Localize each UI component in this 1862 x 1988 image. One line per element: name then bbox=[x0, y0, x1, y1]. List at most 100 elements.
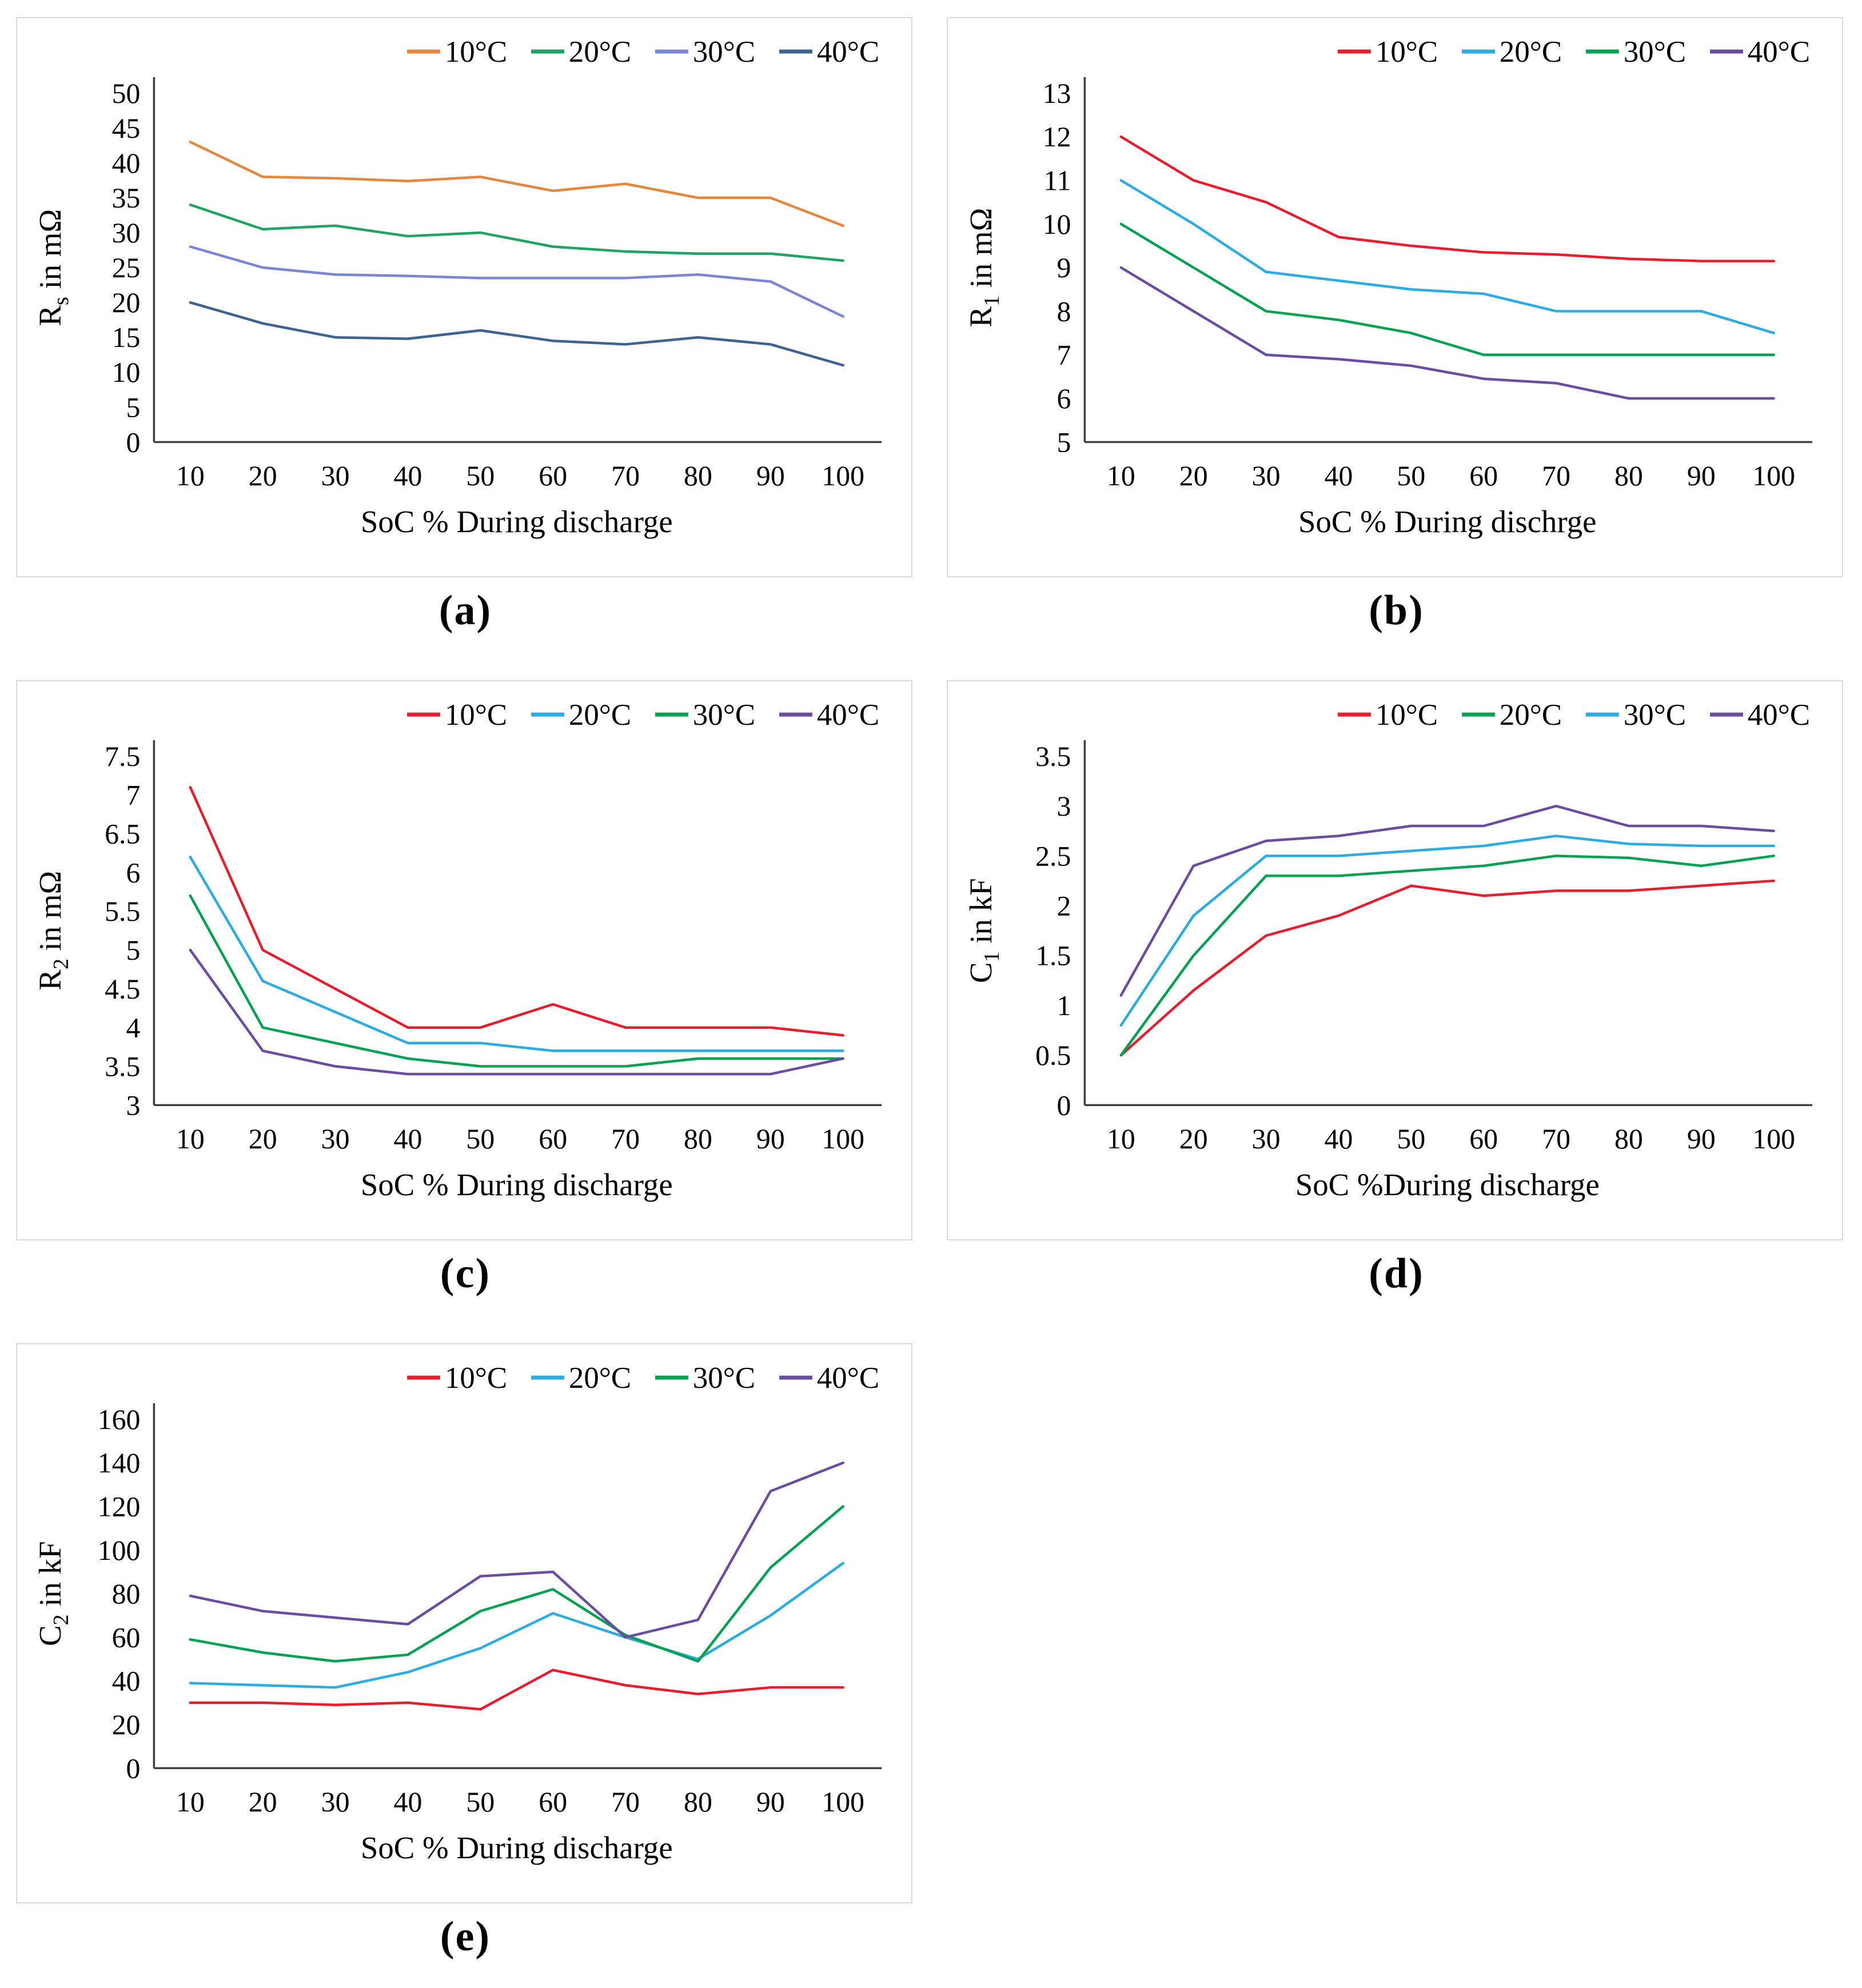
legend-item: 20°C bbox=[1462, 35, 1562, 69]
x-tick-label: 100 bbox=[822, 1123, 864, 1155]
x-tick-label: 40 bbox=[1325, 460, 1353, 492]
legend-label: 30°C bbox=[693, 698, 755, 732]
chart-panel-a: 0 5 10 15 20 25 30 35 40 45 50 10 20 30 40 50 60 70 80 90 10… bbox=[16, 17, 912, 577]
y-tick-label: 5 bbox=[126, 392, 141, 423]
x-tick-label: 60 bbox=[1469, 1123, 1498, 1155]
chart-caption-b: (b) bbox=[1369, 587, 1424, 634]
x-tick-label: 80 bbox=[1614, 460, 1643, 492]
legend-label: 30°C bbox=[1624, 698, 1686, 732]
x-tick-label: 10 bbox=[1107, 460, 1135, 492]
legend-label: 30°C bbox=[693, 1362, 755, 1395]
legend-item: 10°C bbox=[407, 35, 507, 69]
chart-caption-c: (c) bbox=[440, 1250, 491, 1297]
y-tick-label: 1 bbox=[1057, 990, 1071, 1021]
figure-cell-a: 0 5 10 15 20 25 30 35 40 45 50 10 20 30 40 50 60 70 80 90 10… bbox=[0, 0, 931, 663]
x-tick-label: 20 bbox=[1179, 1123, 1208, 1155]
x-tick-label: 30 bbox=[321, 1786, 350, 1818]
legend-label: 20°C bbox=[569, 698, 631, 732]
y-tick-label: 0 bbox=[126, 426, 141, 458]
x-tick-label: 40 bbox=[394, 1123, 422, 1155]
x-tick-label: 40 bbox=[1325, 1123, 1353, 1155]
x-tick-label: 30 bbox=[321, 460, 350, 492]
y-axis-title: R2 in mΩ bbox=[33, 871, 73, 991]
y-tick-label: 3 bbox=[1057, 791, 1071, 822]
y-tick-label: 0 bbox=[1057, 1089, 1071, 1121]
y-tick-label: 5 bbox=[1057, 426, 1071, 458]
x-tick-label: 90 bbox=[1687, 1123, 1716, 1155]
y-tick-label: 5 bbox=[126, 935, 141, 966]
x-tick-label: 70 bbox=[1542, 1123, 1570, 1155]
y-tick-label: 20 bbox=[112, 1709, 141, 1741]
empty-area bbox=[931, 1326, 1862, 1988]
y-tick-label: 40 bbox=[112, 1666, 141, 1697]
series-line-30°C bbox=[189, 245, 844, 318]
series-line-40°C bbox=[1119, 804, 1775, 997]
y-tick-label: 8 bbox=[1057, 296, 1071, 327]
y-tick-label: 10 bbox=[112, 357, 141, 388]
legend-item: 30°C bbox=[1586, 698, 1686, 732]
figure-cell-d: 0 0.5 1 1.5 2 2.5 3 3.5 10 20 30 40 50 60 70 80 90 100 SoC… bbox=[931, 663, 1862, 1326]
x-axis-title: SoC % During discharge bbox=[361, 1830, 673, 1865]
x-tick-label: 20 bbox=[249, 460, 277, 492]
y-axis-title: C1 in kF bbox=[963, 878, 1004, 983]
x-tick-label: 90 bbox=[756, 1123, 785, 1155]
series-line-20°C bbox=[189, 856, 844, 1052]
x-tick-label: 70 bbox=[1542, 460, 1570, 492]
legend-label: 30°C bbox=[693, 35, 755, 69]
x-tick-label: 60 bbox=[539, 460, 567, 492]
legend-item: 10°C bbox=[1338, 698, 1438, 732]
x-tick-label: 10 bbox=[176, 1786, 205, 1818]
y-tick-label: 2 bbox=[1057, 890, 1071, 921]
x-tick-label: 50 bbox=[466, 1123, 495, 1155]
y-tick-label: 7 bbox=[126, 780, 141, 811]
figure-cell-e: 0 20 40 60 80 100 120 140 160 10 20 30 40 50 60 70 80 90 1… bbox=[0, 1326, 931, 1988]
legend-label: 20°C bbox=[1500, 698, 1562, 732]
series-line-40°C bbox=[189, 1461, 844, 1639]
series-line-30°C bbox=[1119, 222, 1775, 356]
series-line-10°C bbox=[189, 1668, 844, 1711]
y-tick-label: 6.5 bbox=[105, 819, 140, 850]
legend-label: 10°C bbox=[445, 35, 507, 69]
legend-item: 30°C bbox=[655, 698, 755, 732]
legend-label: 20°C bbox=[1500, 35, 1562, 69]
series-line-10°C bbox=[189, 141, 844, 227]
figure-cell-b: 5 6 7 8 9 10 11 12 13 10 20 30 40 50 60 70 80 90 100 SoC % … bbox=[931, 0, 1862, 663]
chart-panel-e: 0 20 40 60 80 100 120 140 160 10 20 30 40 50 60 70 80 90 1… bbox=[16, 1343, 912, 1903]
legend-item: 20°C bbox=[531, 35, 631, 69]
y-tick-label: 80 bbox=[112, 1578, 141, 1610]
legend-item: 20°C bbox=[531, 698, 631, 732]
legend-label: 30°C bbox=[1624, 35, 1686, 69]
y-tick-label: 10 bbox=[1043, 209, 1071, 240]
series-line-40°C bbox=[1119, 266, 1775, 400]
chart-caption-a: (a) bbox=[438, 587, 492, 634]
legend-label: 40°C bbox=[817, 1362, 879, 1395]
legend-label: 20°C bbox=[569, 35, 631, 69]
y-tick-label: 7 bbox=[1057, 340, 1071, 371]
y-tick-label: 160 bbox=[98, 1404, 141, 1435]
chart-caption-d: (d) bbox=[1369, 1250, 1424, 1297]
y-tick-label: 3.5 bbox=[105, 1051, 140, 1082]
legend-item: 10°C bbox=[1338, 35, 1438, 69]
legend-item: 40°C bbox=[779, 35, 879, 69]
x-tick-label: 90 bbox=[756, 460, 785, 492]
y-tick-label: 15 bbox=[112, 322, 141, 353]
y-tick-label: 0.5 bbox=[1035, 1040, 1071, 1071]
legend-item: 40°C bbox=[779, 1362, 879, 1395]
series-line-10°C bbox=[1119, 135, 1775, 262]
series-line-20°C bbox=[1119, 855, 1775, 1057]
x-tick-label: 20 bbox=[249, 1123, 277, 1155]
y-tick-label: 5.5 bbox=[105, 896, 140, 927]
x-tick-label: 40 bbox=[394, 1786, 422, 1818]
series-line-20°C bbox=[189, 203, 844, 262]
y-tick-label: 4.5 bbox=[105, 973, 140, 1005]
x-tick-label: 10 bbox=[1107, 1123, 1135, 1155]
x-tick-label: 30 bbox=[1252, 460, 1281, 492]
series-line-30°C bbox=[1119, 835, 1775, 1027]
y-tick-label: 50 bbox=[112, 78, 141, 109]
x-tick-label: 70 bbox=[611, 1786, 640, 1818]
y-tick-label: 4 bbox=[126, 1012, 141, 1044]
y-tick-label: 140 bbox=[98, 1447, 141, 1479]
y-tick-label: 35 bbox=[112, 182, 141, 214]
chart-panel-d: 0 0.5 1 1.5 2 2.5 3 3.5 10 20 30 40 50 60 70 80 90 100 SoC… bbox=[947, 680, 1843, 1240]
